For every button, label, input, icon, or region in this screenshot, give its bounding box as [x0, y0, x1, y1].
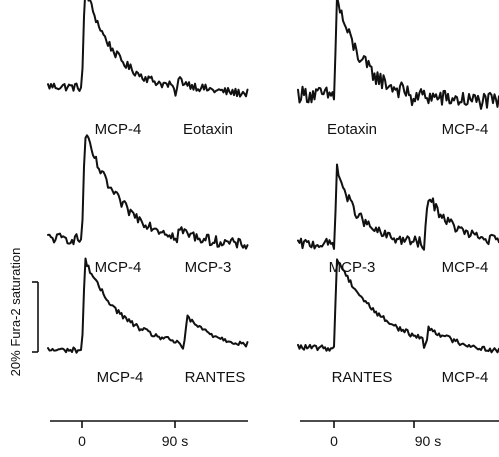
agonist-label: MCP-4: [95, 259, 142, 276]
trace-mcp-3-then-mcp-4: [297, 163, 499, 251]
traces-layer: [47, 0, 499, 354]
agonist-label: Eotaxin: [327, 121, 377, 138]
agonist-label: MCP-4: [97, 369, 144, 386]
agonist-label: MCP-4: [95, 121, 142, 138]
agonist-label: Eotaxin: [183, 121, 233, 138]
agonist-label: MCP-4: [442, 259, 489, 276]
time-axis-left-tick-label-0: 0: [78, 433, 86, 449]
time-axis-right-tick-label-0: 0: [330, 433, 338, 449]
time-axis-left: 0 90 s: [50, 420, 248, 449]
trace-eotaxin-then-mcp-4: [297, 0, 499, 110]
agonist-label: RANTES: [332, 369, 393, 386]
agonist-label: MCP-4: [442, 369, 489, 386]
trace-mcp-4-then-rantes: [47, 257, 249, 354]
scale-bar: [32, 281, 39, 353]
trace-rantes-then-mcp-4: [297, 258, 499, 354]
y-axis-label: 20% Fura-2 saturation: [8, 248, 23, 377]
time-axis-right: 0 90 s: [300, 420, 499, 449]
time-axis-right-tick-label-90: 90 s: [415, 433, 441, 449]
labels-layer: MCP-4 Eotaxin Eotaxin MCP-4 MCP-4 MCP-3 MCP-3 M…: [95, 121, 489, 386]
time-axis-left-tick-label-90: 90 s: [162, 433, 188, 449]
agonist-label: MCP-3: [185, 259, 232, 276]
agonist-label: RANTES: [185, 369, 246, 386]
agonist-label: MCP-3: [329, 259, 376, 276]
trace-mcp-4-then-mcp-3: [47, 134, 249, 250]
agonist-label: MCP-4: [442, 121, 489, 138]
trace-mcp-4-then-eotaxin: [47, 0, 249, 98]
